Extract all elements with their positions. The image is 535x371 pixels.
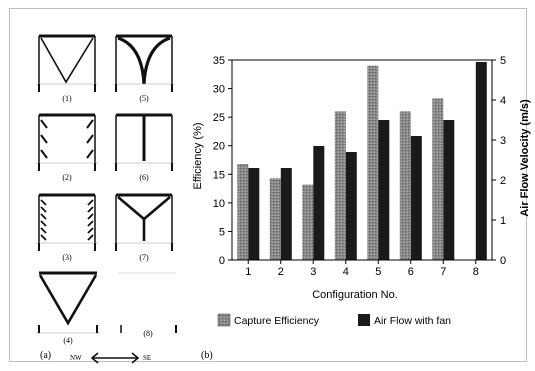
y2-axis-title: Air Flow Velocity (m/s): [519, 99, 531, 217]
config-6-label: (6): [139, 173, 149, 182]
x-axis: 1 2 3 4 5 6 7 8: [245, 260, 479, 278]
panel-b-label: (b): [201, 350, 213, 361]
legend-swatch-capture: [217, 313, 231, 327]
y2-tick-label: 3: [500, 135, 506, 147]
config-7-label: (7): [139, 253, 149, 262]
config-3-label: (3): [62, 253, 72, 262]
compass-se-label: SE: [143, 354, 151, 362]
config-2-label: (2): [62, 173, 72, 182]
capture-efficiency-bar-1: [237, 164, 249, 260]
sketch-feet: [38, 84, 173, 251]
y-tick-label: 5: [219, 226, 225, 238]
x-tick-label: 7: [440, 266, 446, 278]
config-1-sketch: [36, 34, 98, 85]
config-8-label: (8): [143, 329, 153, 338]
legend: Capture Efficiency Air Flow with fan: [217, 313, 451, 327]
air-flow-bar-6: [410, 136, 422, 260]
legend-swatch-airflow: [358, 314, 370, 326]
legend-label-capture: Capture Efficiency: [234, 315, 320, 327]
air-flow-bar-5: [378, 120, 390, 260]
x-tick-label: 3: [310, 266, 316, 278]
config-4-sketch: [36, 271, 100, 334]
y-axis-right: 0 1 2 3 4 5: [492, 55, 506, 267]
figure-frame: [9, 8, 527, 362]
air-flow-bar-8: [475, 62, 487, 260]
x-tick-label: 4: [343, 266, 349, 278]
capture-efficiency-bar-4: [334, 111, 346, 261]
compass-nw-label: NW: [70, 354, 82, 362]
air-flow-bar-7: [443, 120, 455, 260]
capture-efficiency-bar-5: [367, 65, 379, 260]
air-flow-bar-1: [248, 168, 260, 260]
panel-a-label: (a): [40, 350, 51, 361]
chart-area: 0 5 10 15 20 25 30 35 0 1 2 3 4 5 1 2 3 4 5 6 7 8 Efficienc…: [192, 55, 531, 327]
capture-efficiency-bar-7: [432, 98, 444, 260]
y2-tick-label: 5: [500, 55, 506, 67]
x-tick-label: 5: [375, 266, 381, 278]
config-7-sketch: [113, 193, 175, 244]
config-3-sketch: [36, 193, 98, 244]
y-tick-label: 30: [213, 84, 225, 96]
x-tick-label: 2: [278, 266, 284, 278]
y2-tick-label: 1: [500, 215, 506, 227]
air-flow-bar-2: [280, 168, 292, 260]
x-tick-label: 8: [473, 266, 479, 278]
y-axis-left: 0 5 10 15 20 25 30 35: [213, 55, 232, 267]
y-tick-label: 0: [219, 255, 225, 267]
x-axis-title: Configuration No.: [312, 289, 398, 301]
y2-tick-label: 4: [500, 95, 506, 107]
y-tick-label: 15: [213, 169, 225, 181]
bars-group: [237, 62, 487, 261]
config-8-sketch: [118, 272, 177, 333]
y-tick-label: 20: [213, 141, 225, 153]
config-1-label: (1): [62, 94, 72, 103]
y-axis-title: Efficiency (%): [192, 122, 204, 189]
x-tick-label: 6: [408, 266, 414, 278]
capture-efficiency-bar-6: [399, 111, 411, 261]
air-flow-bar-3: [313, 146, 325, 260]
configuration-diagrams: (1) (2) (3) (4) (5) (6) (7) (8) (a) NW S…: [36, 34, 213, 364]
y2-tick-label: 0: [500, 255, 506, 267]
config-4-label: (4): [63, 336, 73, 345]
capture-efficiency-bar-2: [269, 178, 281, 260]
capture-efficiency-bar-3: [302, 184, 314, 260]
config-2-sketch: [36, 113, 98, 164]
y-tick-label: 25: [213, 112, 225, 124]
plot-frame: [231, 59, 493, 261]
compass-arrow-icon: [90, 352, 140, 364]
y-tick-label: 35: [213, 55, 225, 67]
config-6-sketch: [113, 113, 175, 164]
config-5-sketch: [113, 34, 175, 85]
legend-label-airflow: Air Flow with fan: [374, 315, 451, 327]
config-5-label: (5): [139, 94, 149, 103]
air-flow-bar-4: [345, 152, 357, 260]
y-tick-label: 10: [213, 198, 225, 210]
x-tick-label: 1: [245, 266, 251, 278]
y2-tick-label: 2: [500, 175, 506, 187]
